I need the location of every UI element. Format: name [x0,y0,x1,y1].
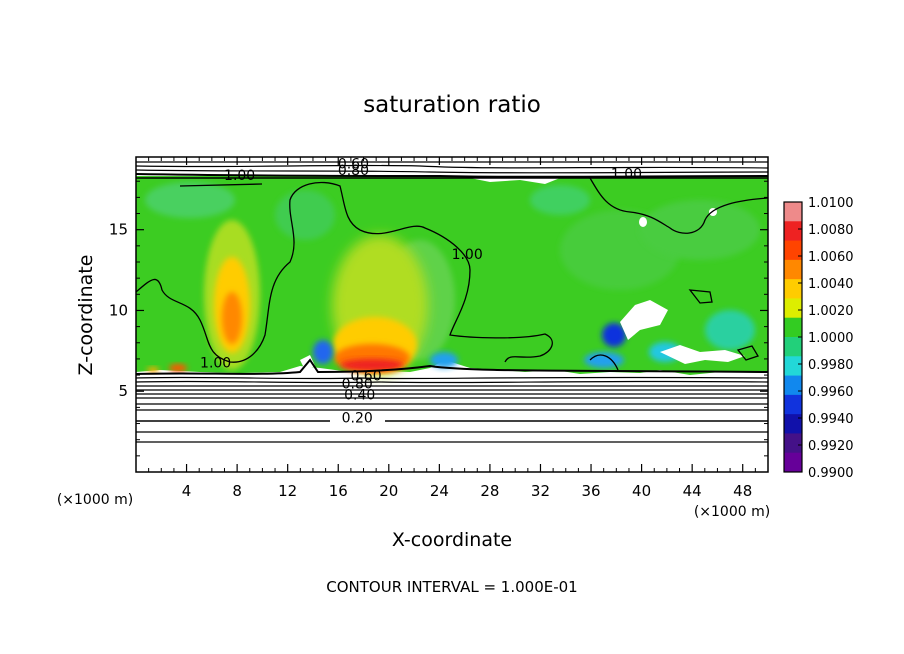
colorbar-swatch [784,375,802,396]
contour-label: 1.00 [611,166,642,182]
contour-label: 0.40 [344,388,375,404]
colorbar-label: 1.0100 [808,196,854,211]
contour-label: 1.00 [200,355,231,371]
y-tick-label: 10 [109,301,128,319]
contour-interval-annotation: CONTOUR INTERVAL = 1.000E-01 [326,578,577,596]
colorbar-swatch [784,433,802,454]
colorbar-swatch [784,240,802,261]
x-tick-label: 12 [278,482,297,500]
contour-label: 0.80 [342,376,373,392]
colorbar-label: 0.9940 [808,412,854,427]
contour-label: 0.80 [338,163,369,179]
colorbar-label: 1.0060 [808,250,854,265]
colorbar-swatch [784,259,802,280]
colorbar-label: 1.0080 [808,223,854,238]
colorbar: 1.0100 1.0080 1.0060 1.0040 1.0020 1.0000 0.99… [783,196,854,481]
x-tick-label: 8 [232,482,242,500]
colorbar-swatch [784,337,802,357]
colorbar-label: 0.9920 [808,439,854,454]
plot-area [136,157,768,472]
chart-title: saturation ratio [363,92,541,118]
colorbar-swatch [784,317,802,338]
colorbar-label: 0.9900 [808,466,854,481]
y-tick-label: 15 [109,221,128,239]
colorbar-label: 1.0000 [808,331,854,346]
contour-label: 1.00 [224,168,255,184]
x-axis: 4 8 12 16 20 24 28 32 36 40 44 48 [148,157,756,500]
y-tick-label: 5 [118,382,128,400]
contour-label: 0.20 [342,410,373,426]
x-tick-label: 28 [480,482,499,500]
contour-label: 0.60 [338,157,369,173]
x-tick-label: 36 [581,482,600,500]
x-unit-label: (×1000 m) [694,504,770,520]
colorbar-label: 1.0040 [808,277,854,292]
z-unit-label: (×1000 m) [57,492,133,508]
colorbar-swatch [784,394,802,415]
x-axis-title: X-coordinate [392,529,512,551]
lower-contours [136,358,768,443]
contour-labels: 1.001.001.001.000.600.800.600.800.400.20 [200,157,642,427]
colorbar-swatch [784,452,802,473]
unity-contours [136,177,768,371]
x-tick-label: 32 [531,482,550,500]
colorbar-swatch [784,414,802,434]
colorbar-label: 0.9980 [808,358,854,373]
x-tick-label: 44 [683,482,702,500]
y-axis-title: Z-coordinate [75,255,97,376]
colorbar-swatch [784,202,802,222]
heatmap-field [136,176,768,375]
colorbar-label: 1.0020 [808,304,854,319]
colorbar-label: 0.9960 [808,385,854,400]
colorbar-swatch [784,298,802,319]
contour-label: 0.60 [350,368,381,384]
upper-contours [136,161,768,179]
x-tick-label: 48 [733,482,752,500]
x-tick-label: 4 [182,482,192,500]
colorbar-swatch [784,221,802,242]
contour-label: 1.00 [452,247,483,263]
x-tick-label: 24 [430,482,449,500]
x-tick-label: 16 [329,482,348,500]
x-tick-label: 20 [379,482,398,500]
y-axis: 5 10 15 [109,180,768,457]
colorbar-swatch [784,356,802,377]
x-tick-label: 40 [632,482,651,500]
colorbar-swatch [784,279,802,299]
